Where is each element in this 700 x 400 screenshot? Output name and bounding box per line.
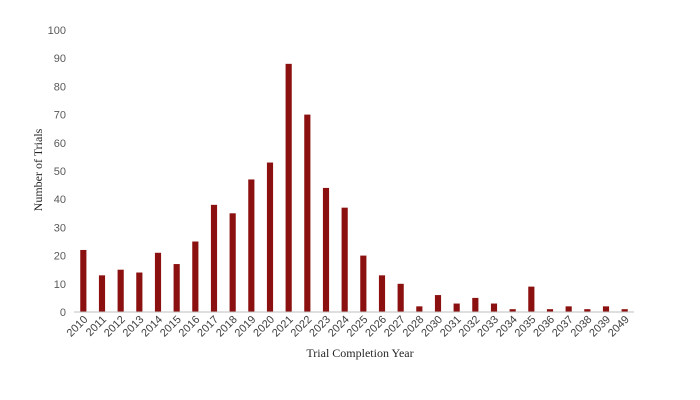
- bar: [210, 204, 218, 312]
- bar: [285, 63, 292, 313]
- bar: [173, 264, 180, 312]
- x-axis-title: Trial Completion Year: [306, 346, 413, 360]
- bar: [584, 309, 591, 312]
- bar: [453, 303, 460, 312]
- bar: [304, 114, 311, 312]
- bar: [602, 306, 610, 312]
- x-tick-label: 2049: [606, 314, 632, 340]
- bar: [397, 283, 404, 312]
- bar: [117, 269, 124, 312]
- bar: [528, 286, 535, 312]
- y-tick-label: 70: [54, 110, 66, 122]
- bar: [509, 309, 516, 312]
- bar: [192, 241, 199, 312]
- y-tick-label: 30: [54, 222, 66, 234]
- bar: [378, 275, 386, 312]
- bar: [472, 297, 479, 312]
- y-tick-label: 10: [54, 279, 66, 291]
- bar: [360, 255, 367, 312]
- x-axis-tick-labels: 2010201120122013201420152016201720182019…: [65, 314, 632, 340]
- y-tick-label: 100: [48, 25, 66, 37]
- bar: [136, 272, 143, 312]
- bar: [229, 213, 236, 312]
- bar: [434, 295, 442, 312]
- y-tick-label: 80: [54, 81, 66, 93]
- bar: [416, 306, 423, 312]
- bar: [98, 275, 106, 312]
- y-tick-label: 60: [54, 138, 66, 150]
- bar: [490, 303, 498, 312]
- y-tick-label: 40: [54, 194, 66, 206]
- bar: [266, 162, 274, 312]
- y-tick-label: 0: [60, 307, 66, 319]
- y-axis-ticks: 0 10 20 30 40 50 60 70 80 90 100: [48, 25, 66, 319]
- bar: [322, 187, 330, 312]
- bars: [80, 63, 628, 313]
- bar: [565, 306, 572, 312]
- y-axis-title: Number of Trials: [31, 128, 45, 211]
- y-tick-label: 90: [54, 53, 66, 65]
- bar: [546, 309, 554, 312]
- bar: [80, 249, 87, 312]
- y-tick-label: 50: [54, 166, 66, 178]
- bar: [154, 252, 162, 312]
- bar: [248, 179, 255, 312]
- y-tick-label: 20: [54, 251, 66, 263]
- bar: [341, 207, 348, 312]
- bar: [621, 309, 628, 312]
